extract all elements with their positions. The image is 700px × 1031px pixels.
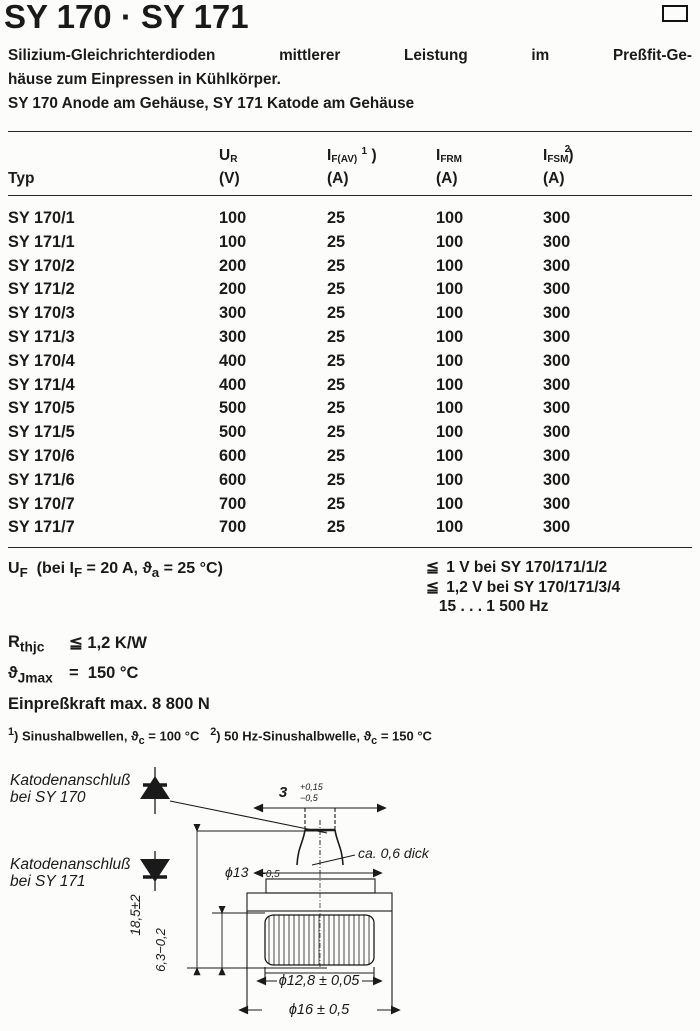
svg-text:Katodenanschluß: Katodenanschluß (10, 856, 131, 873)
svg-text:6,3−0,2: 6,3−0,2 (153, 927, 168, 972)
svg-text:ϕ13: ϕ13 (225, 864, 249, 880)
svg-text:bei SY 170: bei SY 170 (10, 789, 86, 806)
svg-text:ca. 0,6 dick: ca. 0,6 dick (358, 845, 430, 861)
svg-text:−0,5: −0,5 (260, 869, 280, 880)
svg-text:+0,15: +0,15 (300, 782, 324, 792)
svg-text:ϕ16 ± 0,5: ϕ16 ± 0,5 (289, 1002, 350, 1018)
svg-text:bei SY 171: bei SY 171 (10, 873, 86, 890)
svg-text:ϕ12,8 ± 0,05: ϕ12,8 ± 0,05 (279, 973, 360, 989)
svg-text:−0,5: −0,5 (300, 793, 319, 803)
svg-text:3: 3 (279, 784, 288, 801)
svg-text:18,5±2: 18,5±2 (128, 894, 143, 936)
svg-text:Katodenanschluß: Katodenanschluß (10, 772, 131, 789)
